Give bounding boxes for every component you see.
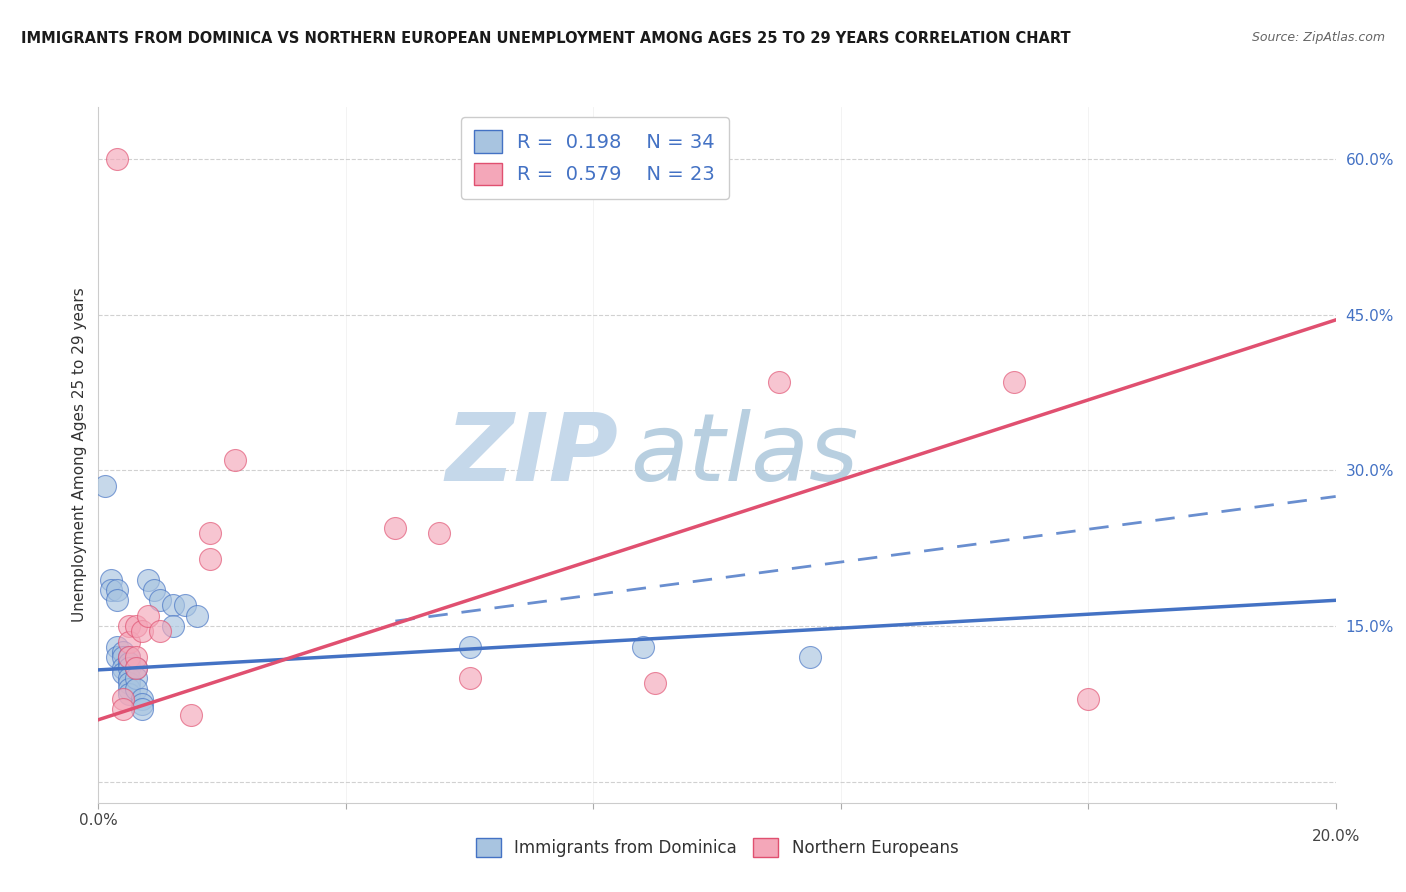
Point bbox=[384, 520, 406, 534]
Point bbox=[124, 661, 146, 675]
Point bbox=[112, 661, 135, 675]
Point bbox=[174, 599, 197, 613]
Point bbox=[149, 593, 172, 607]
Point bbox=[118, 650, 141, 665]
Point bbox=[198, 525, 221, 540]
Point bbox=[143, 582, 166, 597]
Point bbox=[124, 671, 146, 685]
Point bbox=[118, 656, 141, 670]
Point bbox=[136, 573, 159, 587]
Point bbox=[112, 645, 135, 659]
Point bbox=[458, 640, 481, 654]
Point bbox=[118, 681, 141, 696]
Point bbox=[118, 635, 141, 649]
Y-axis label: Unemployment Among Ages 25 to 29 years: Unemployment Among Ages 25 to 29 years bbox=[72, 287, 87, 623]
Point bbox=[105, 152, 128, 166]
Point bbox=[768, 376, 790, 390]
Text: ZIP: ZIP bbox=[446, 409, 619, 501]
Point bbox=[124, 661, 146, 675]
Point bbox=[118, 661, 141, 675]
Point bbox=[124, 650, 146, 665]
Point bbox=[131, 697, 153, 711]
Point bbox=[118, 676, 141, 690]
Point bbox=[105, 640, 128, 654]
Point bbox=[118, 619, 141, 633]
Point bbox=[1002, 376, 1025, 390]
Point bbox=[149, 624, 172, 639]
Point bbox=[131, 624, 153, 639]
Point bbox=[100, 573, 122, 587]
Point bbox=[118, 671, 141, 685]
Point bbox=[112, 650, 135, 665]
Point bbox=[112, 665, 135, 680]
Text: Source: ZipAtlas.com: Source: ZipAtlas.com bbox=[1251, 31, 1385, 45]
Point bbox=[112, 702, 135, 716]
Point bbox=[124, 619, 146, 633]
Point bbox=[162, 619, 184, 633]
Point bbox=[799, 650, 821, 665]
Point bbox=[180, 707, 202, 722]
Point bbox=[131, 702, 153, 716]
Point bbox=[162, 599, 184, 613]
Point bbox=[644, 676, 666, 690]
Point bbox=[100, 582, 122, 597]
Point bbox=[124, 681, 146, 696]
Point bbox=[93, 479, 115, 493]
Point bbox=[631, 640, 654, 654]
Point bbox=[186, 608, 208, 623]
Text: IMMIGRANTS FROM DOMINICA VS NORTHERN EUROPEAN UNEMPLOYMENT AMONG AGES 25 TO 29 Y: IMMIGRANTS FROM DOMINICA VS NORTHERN EUR… bbox=[21, 31, 1071, 46]
Point bbox=[136, 608, 159, 623]
Point bbox=[458, 671, 481, 685]
Point bbox=[112, 692, 135, 706]
Point bbox=[427, 525, 450, 540]
Point bbox=[118, 650, 141, 665]
Point bbox=[105, 593, 128, 607]
Legend: Immigrants from Dominica, Northern Europeans: Immigrants from Dominica, Northern Europ… bbox=[470, 831, 965, 864]
Point bbox=[131, 692, 153, 706]
Point bbox=[105, 582, 128, 597]
Point bbox=[1077, 692, 1099, 706]
Text: 20.0%: 20.0% bbox=[1312, 829, 1360, 844]
Point bbox=[198, 551, 221, 566]
Point bbox=[118, 687, 141, 701]
Point bbox=[224, 453, 246, 467]
Text: atlas: atlas bbox=[630, 409, 859, 500]
Point bbox=[105, 650, 128, 665]
